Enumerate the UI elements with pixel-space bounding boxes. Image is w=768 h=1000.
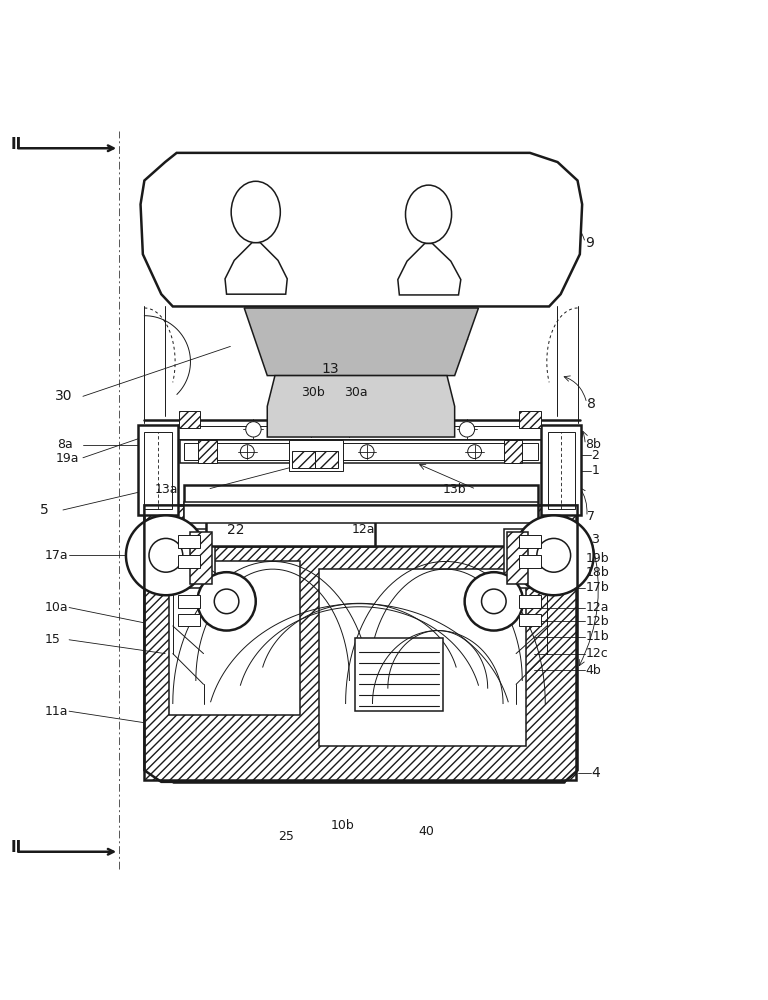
Circle shape [465, 572, 523, 631]
Text: 8b: 8b [585, 438, 601, 451]
Text: 8: 8 [587, 397, 596, 411]
Circle shape [514, 515, 594, 595]
Circle shape [246, 422, 261, 437]
Circle shape [468, 445, 482, 459]
Text: 13a: 13a [155, 483, 179, 496]
Circle shape [360, 445, 374, 459]
Circle shape [149, 538, 183, 572]
Text: 15: 15 [45, 633, 61, 646]
Bar [144, 505, 576, 780]
Text: 25: 25 [278, 830, 294, 843]
Text: 1: 1 [591, 464, 599, 477]
Bar [178, 614, 200, 626]
Bar [519, 614, 541, 626]
Text: 5: 5 [40, 503, 48, 517]
Bar [289, 440, 343, 471]
Text: 8a: 8a [57, 438, 73, 451]
Bar [180, 440, 541, 463]
Text: II: II [11, 137, 22, 152]
Circle shape [126, 515, 206, 595]
Polygon shape [267, 376, 455, 437]
Bar [519, 595, 541, 608]
Bar [184, 502, 538, 523]
Bar [198, 440, 217, 463]
Polygon shape [398, 243, 461, 295]
Text: 12a: 12a [585, 601, 609, 614]
Bar [178, 595, 200, 608]
Text: 17b: 17b [585, 581, 609, 594]
Text: 12b: 12b [585, 615, 609, 628]
Bar [519, 411, 541, 428]
Bar [355, 638, 443, 711]
Polygon shape [244, 308, 478, 376]
Circle shape [214, 589, 239, 614]
Text: 17a: 17a [45, 549, 68, 562]
Bar [519, 555, 541, 568]
Text: 19a: 19a [55, 452, 79, 465]
Text: 30: 30 [55, 389, 73, 403]
Bar [507, 532, 528, 584]
Ellipse shape [406, 185, 452, 243]
Bar [184, 443, 538, 460]
Text: 11b: 11b [585, 630, 609, 643]
Circle shape [197, 572, 256, 631]
Text: 7: 7 [587, 510, 594, 523]
Text: 22: 22 [227, 523, 244, 537]
Bar [319, 569, 526, 746]
Bar [179, 411, 200, 428]
Bar [178, 555, 200, 568]
Bar [504, 440, 522, 463]
Bar [315, 451, 338, 468]
Polygon shape [225, 243, 287, 294]
Bar [144, 432, 172, 509]
Bar [519, 535, 541, 548]
Circle shape [482, 589, 506, 614]
Text: 40: 40 [419, 825, 435, 838]
Bar [169, 561, 300, 715]
Bar [138, 425, 178, 515]
Ellipse shape [231, 181, 280, 243]
Text: 2: 2 [591, 449, 599, 462]
Text: II: II [11, 840, 22, 855]
Text: 30b: 30b [301, 386, 325, 399]
Text: 13: 13 [322, 362, 339, 376]
Bar [184, 485, 538, 546]
Text: 10b: 10b [330, 819, 354, 832]
Bar [190, 532, 212, 584]
Text: 19b: 19b [585, 552, 609, 565]
Text: 11a: 11a [45, 705, 68, 718]
Bar [548, 432, 575, 509]
Bar [178, 535, 200, 548]
Text: 4b: 4b [585, 664, 601, 677]
Text: 10a: 10a [45, 601, 68, 614]
Text: 12c: 12c [585, 647, 608, 660]
Bar [541, 425, 581, 515]
Circle shape [240, 445, 254, 459]
Text: 12a: 12a [352, 523, 376, 536]
Bar [187, 529, 215, 588]
Bar [292, 451, 315, 468]
Text: 13b: 13b [442, 483, 466, 496]
Text: 18b: 18b [585, 566, 609, 579]
Bar [504, 529, 531, 588]
Bar [206, 509, 375, 546]
Text: 4: 4 [591, 766, 600, 780]
Polygon shape [141, 153, 582, 306]
Text: 9: 9 [585, 236, 594, 250]
Text: 30a: 30a [344, 386, 368, 399]
Circle shape [459, 422, 475, 437]
Text: 3: 3 [591, 533, 599, 546]
Circle shape [537, 538, 571, 572]
